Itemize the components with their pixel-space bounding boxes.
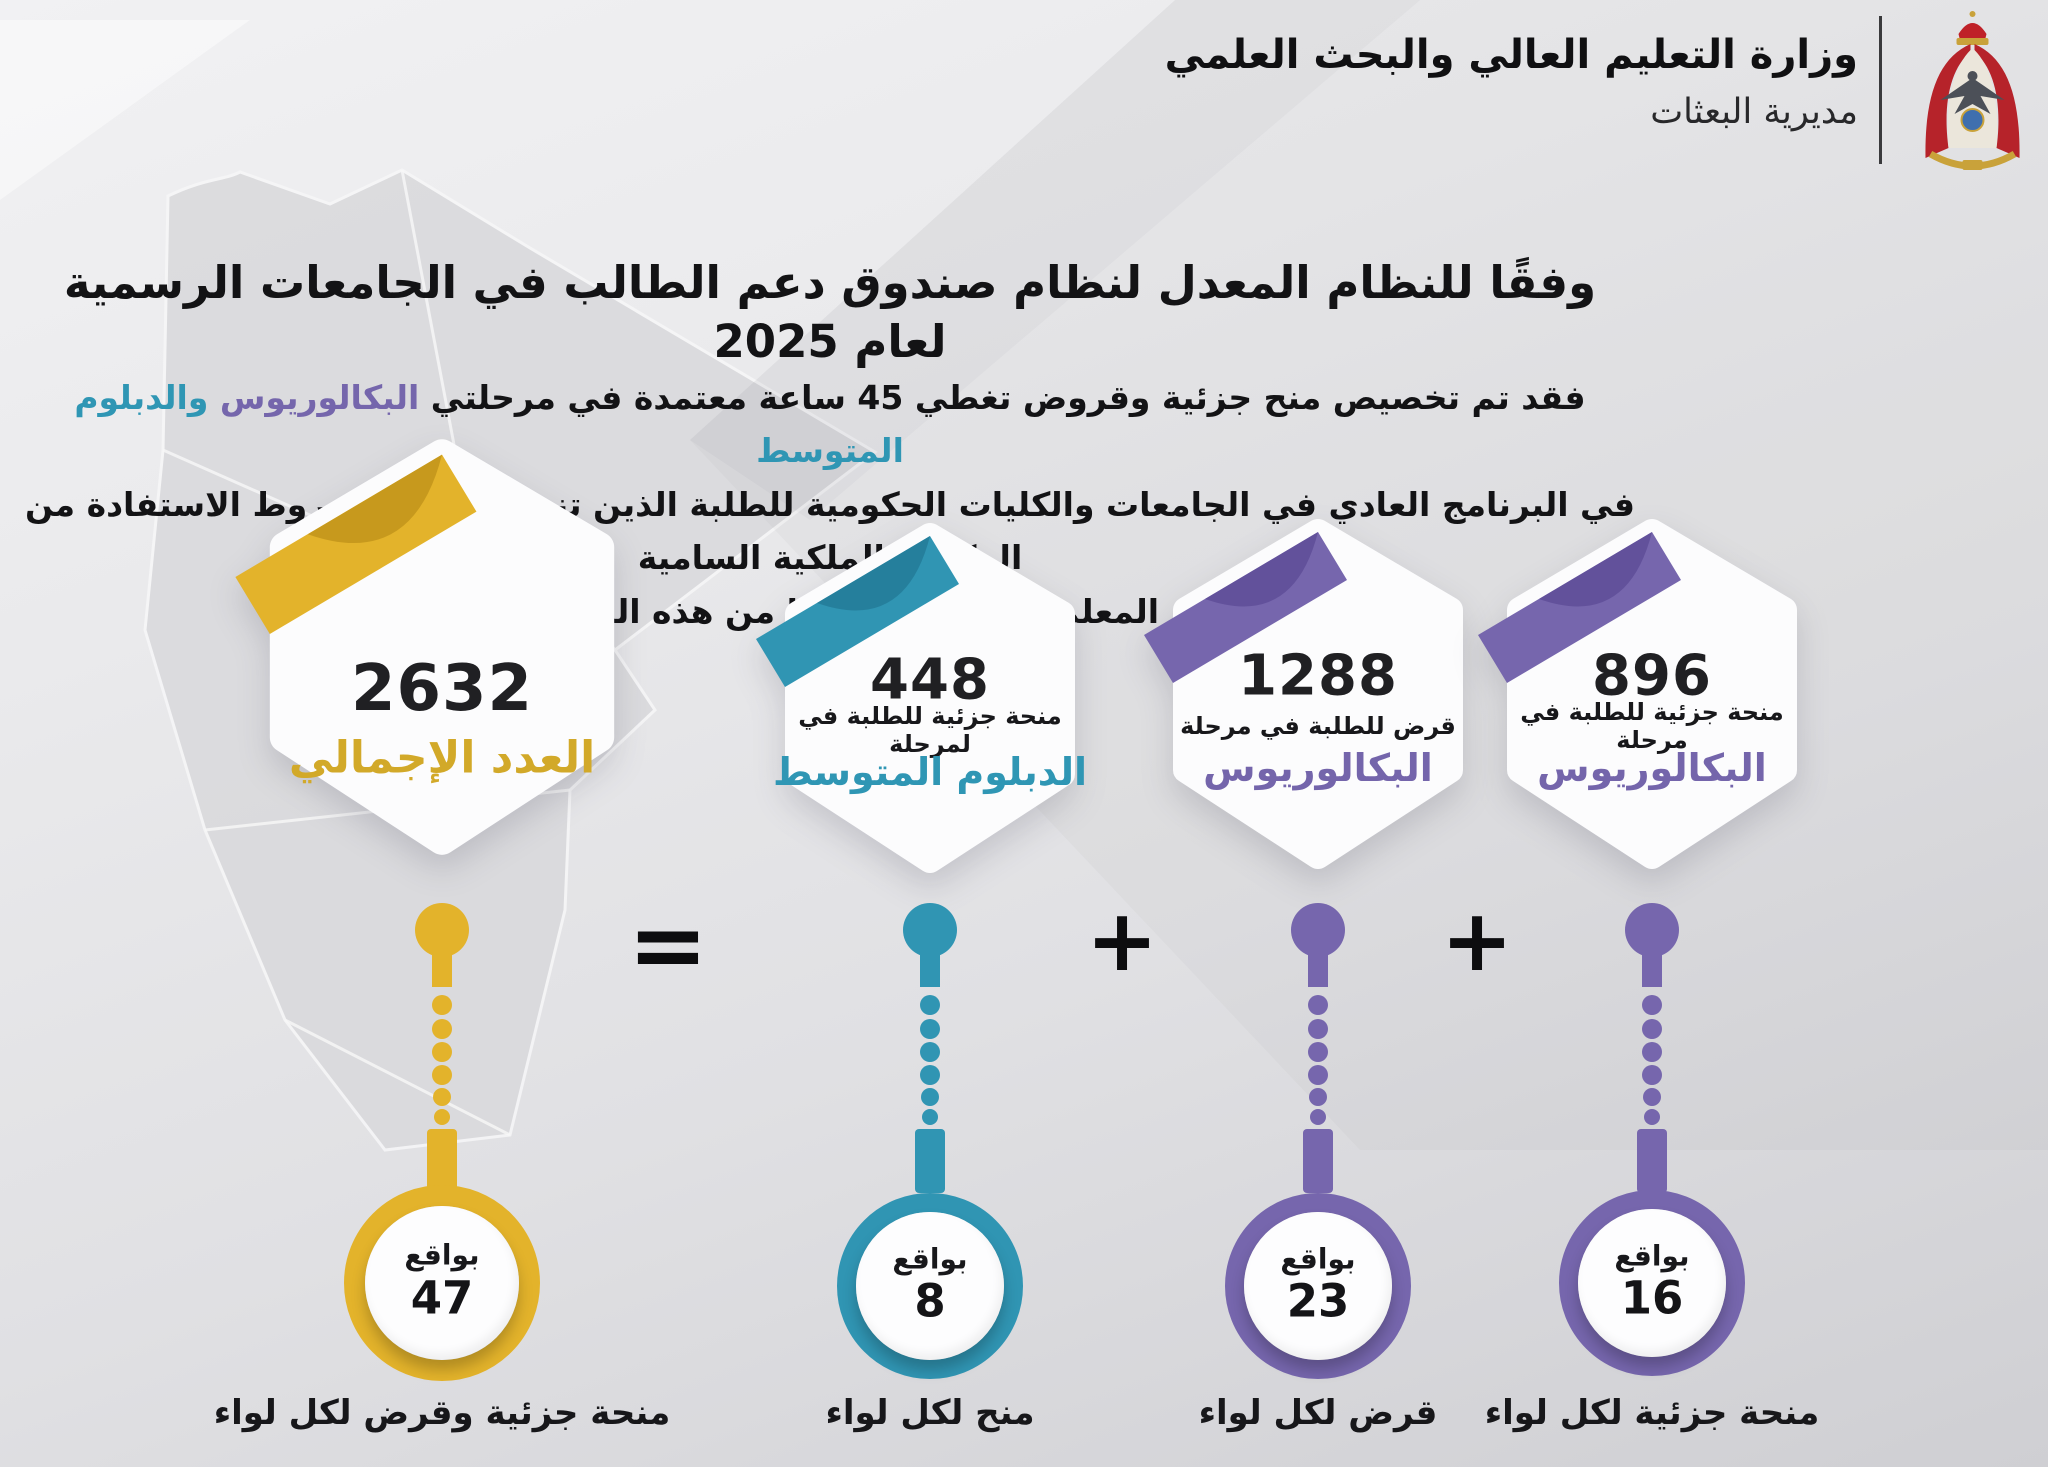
line1-mid: ساعة معتمدة في مرحلتي bbox=[419, 378, 858, 417]
plus-operator: + bbox=[1440, 891, 1514, 991]
rate-prefix: بواقع bbox=[404, 1238, 480, 1272]
rate-value: 16 bbox=[1620, 1271, 1684, 1325]
card-accent-label: البكالوريوس bbox=[1203, 745, 1433, 790]
magnifier-ring: بواقع 8 bbox=[837, 1193, 1023, 1379]
magnifier-ring: بواقع 23 bbox=[1225, 1193, 1411, 1379]
rate-value: 23 bbox=[1286, 1274, 1350, 1328]
column-caption: قرض لكل لواء bbox=[1198, 1393, 1438, 1433]
hexagon-card-total: 2632 العدد الإجمالي bbox=[235, 438, 632, 856]
card-accent-label: الدبلوم المتوسط bbox=[772, 749, 1088, 794]
background-corner-light bbox=[0, 20, 250, 200]
column-total: 2632 العدد الإجمالي بواقع 47 منحة جزئية … bbox=[214, 438, 670, 1433]
total-count: 2632 bbox=[350, 651, 534, 726]
rate-prefix: بواقع bbox=[892, 1242, 968, 1276]
jordan-coat-of-arms bbox=[1925, 11, 2020, 170]
fold-shadow bbox=[1205, 532, 1318, 607]
ring-inner-circle: بواقع 47 bbox=[365, 1206, 519, 1360]
equals-operator: = bbox=[627, 889, 709, 1001]
card-label: منحة جزئية للطلبة في مرحلة bbox=[1520, 697, 1784, 754]
dotted-connector bbox=[1291, 903, 1345, 1193]
fold-shadow bbox=[817, 536, 930, 611]
card-accent-label: العدد الإجمالي bbox=[288, 732, 596, 784]
dotted-connector bbox=[1625, 903, 1679, 1193]
card-label: قرض للطلبة في مرحلة bbox=[1180, 711, 1456, 740]
rate-prefix: بواقع bbox=[1280, 1242, 1356, 1276]
magnifier-ring: بواقع 47 bbox=[344, 1185, 540, 1381]
line1-hours: 45 bbox=[857, 378, 904, 417]
header-divider bbox=[1879, 16, 1882, 164]
hexagon-shape bbox=[756, 523, 1075, 873]
column-caption: منحة جزئية لكل لواء bbox=[1484, 1393, 1820, 1433]
column-bachelor-loans: 1288 قرض للطلبة في مرحلة البكالوريوس بوا… bbox=[1144, 518, 1478, 1433]
fold-shadow bbox=[307, 454, 442, 544]
column-caption: منح لكل لواء bbox=[825, 1393, 1035, 1433]
bachelor-loans-count: 1288 bbox=[1238, 643, 1398, 709]
magnifier-ring: بواقع 16 bbox=[1559, 1190, 1745, 1376]
hexagon-card-diploma: 448 منحة جزئية للطلبة في لمرحلة الدبلوم … bbox=[756, 522, 1090, 874]
page-title: وفقًا للنظام المعدل لنظام صندوق دعم الطا… bbox=[63, 256, 1597, 368]
intro-line-1: فقد تم تخصيص منح جزئية وقروض تغطي 45 ساع… bbox=[20, 371, 1640, 478]
background-wedge bbox=[690, 0, 1420, 520]
card-label: منحة جزئية للطلبة في لمرحلة bbox=[798, 701, 1062, 758]
hexagon-card-loans: 1288 قرض للطلبة في مرحلة البكالوريوس bbox=[1144, 518, 1478, 870]
hexagon-shape bbox=[1144, 519, 1463, 869]
ring-inner-circle: بواقع 16 bbox=[1578, 1209, 1726, 1357]
rate-prefix: بواقع bbox=[1614, 1239, 1690, 1273]
plus-operator: + bbox=[1085, 891, 1159, 991]
ministry-title: وزارة التعليم العالي والبحث العلمي bbox=[1164, 32, 1858, 78]
column-diploma-grants: 448 منحة جزئية للطلبة في لمرحلة الدبلوم … bbox=[756, 522, 1090, 1433]
header-text: وزارة التعليم العالي والبحث العلمي مديري… bbox=[1165, 30, 1858, 132]
hexagon-shape bbox=[1478, 519, 1797, 869]
dotted-connector bbox=[903, 903, 957, 1193]
ring-inner-circle: بواقع 23 bbox=[1244, 1212, 1392, 1360]
directorate-subtitle: مديرية البعثات bbox=[1650, 92, 1858, 132]
hexagon-card-grants: 896 منحة جزئية للطلبة في مرحلة البكالوري… bbox=[1478, 518, 1812, 870]
hexagon-shape bbox=[235, 439, 615, 855]
fold-shadow bbox=[1539, 532, 1652, 607]
ring-inner-circle: بواقع 8 bbox=[856, 1212, 1004, 1360]
card-accent-label: البكالوريوس bbox=[1537, 745, 1767, 790]
bachelor-grants-count: 896 bbox=[1592, 643, 1712, 709]
dotted-connector bbox=[415, 903, 469, 1193]
rate-value: 8 bbox=[914, 1274, 946, 1328]
column-caption: منحة جزئية وقرض لكل لواء bbox=[213, 1393, 671, 1433]
column-bachelor-grants: 896 منحة جزئية للطلبة في مرحلة البكالوري… bbox=[1478, 518, 1819, 1433]
diploma-grants-count: 448 bbox=[870, 647, 990, 713]
rate-value: 47 bbox=[410, 1271, 474, 1325]
line1-diploma: والدبلوم المتوسط bbox=[74, 378, 904, 471]
line1-bachelor: البكالوريوس bbox=[219, 378, 420, 417]
line1-prefix: فقد تم تخصيص منح جزئية وقروض تغطي bbox=[903, 378, 1586, 417]
